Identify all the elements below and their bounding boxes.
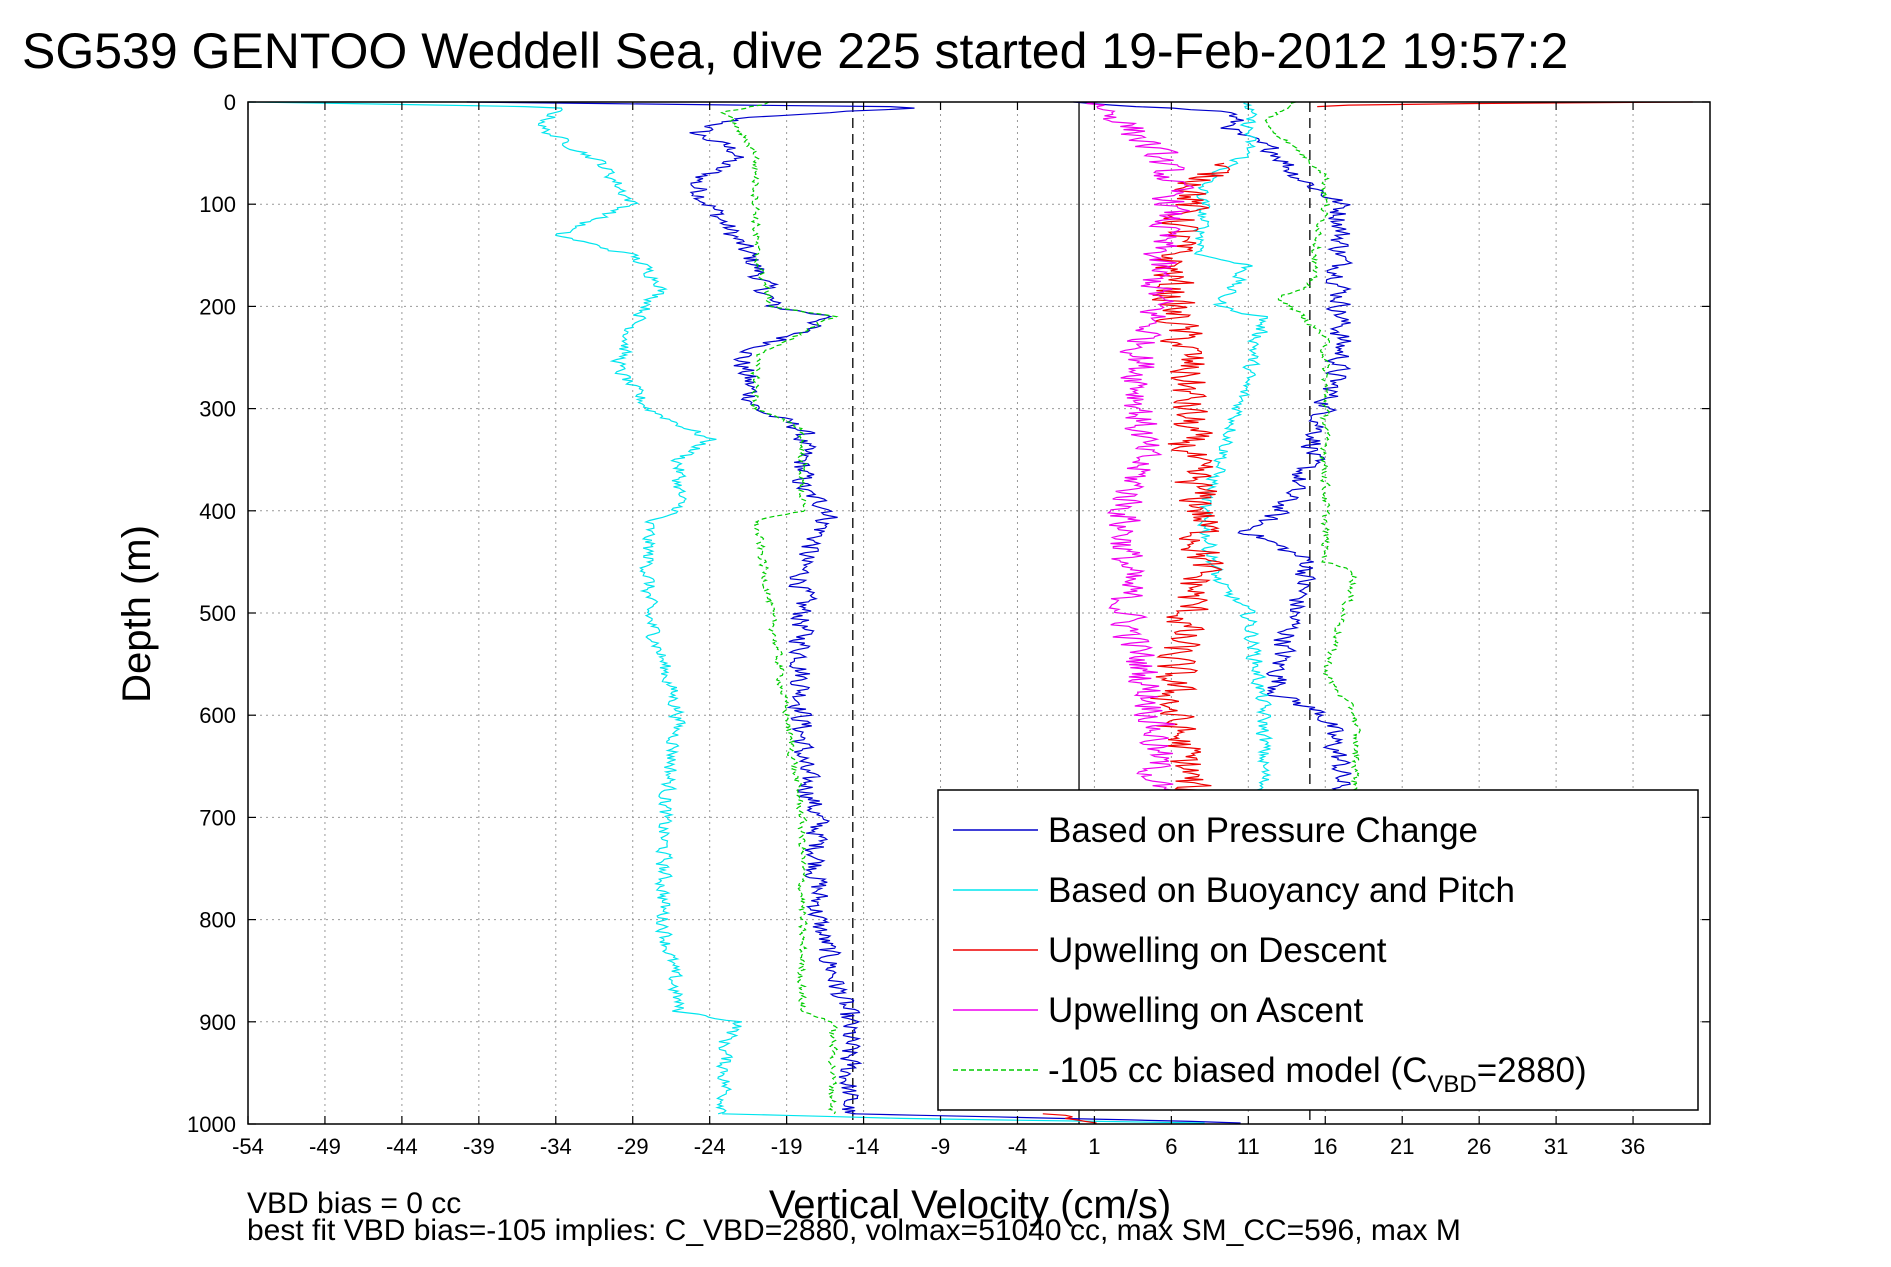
y-tick-label: 800: [199, 908, 236, 933]
series-line-2: [248, 101, 742, 1115]
y-tick-label: 500: [199, 601, 236, 626]
x-tick-label: 36: [1621, 1134, 1645, 1159]
y-tick-label: 400: [199, 499, 236, 524]
series-line-3: [1150, 162, 1231, 797]
y-tick-label: 700: [199, 805, 236, 830]
y-tick-label: 200: [199, 294, 236, 319]
best-fit-note: best fit VBD bias=-105 implies: C_VBD=28…: [247, 1214, 1461, 1247]
y-tick-label: 1000: [187, 1112, 236, 1137]
x-axis-label: Vertical Velocity (cm/s): [769, 1183, 1171, 1227]
x-tick-label: -14: [848, 1134, 880, 1159]
x-tick-label: -44: [386, 1134, 418, 1159]
bias-note: VBD bias = 0 cc: [247, 1187, 461, 1220]
legend-label: Based on Pressure Change: [1048, 811, 1478, 850]
x-tick-label: -34: [540, 1134, 572, 1159]
legend: Based on Pressure Change Based on Buoyanc…: [937, 789, 1699, 1111]
chart-title: SG539 GENTOO Weddell Sea, dive 225 start…: [22, 23, 1568, 79]
legend-subscript: VBD: [1427, 1071, 1476, 1098]
x-tick-label: -49: [309, 1134, 341, 1159]
legend-label: Upwelling on Ascent: [1048, 991, 1363, 1030]
ticks: -54 -49 -44 -39 -34 -29 -24 -19 -14 -9 -4 1 6 11 16 21 2…: [187, 90, 1710, 1159]
x-tick-label: -9: [931, 1134, 951, 1159]
x-tick-label: -19: [771, 1134, 803, 1159]
series-line-2: [1191, 102, 1274, 797]
x-tick-label: 31: [1544, 1134, 1568, 1159]
x-tick-label: -4: [1008, 1134, 1028, 1159]
x-tick-label: 16: [1313, 1134, 1337, 1159]
series-line-1: [1073, 101, 1354, 797]
y-tick-label: 0: [224, 90, 236, 115]
x-tick-label: -24: [694, 1134, 726, 1159]
x-tick-label: 11: [1237, 1134, 1260, 1159]
y-tick-label: 900: [199, 1010, 236, 1035]
x-tick-label: -39: [463, 1134, 495, 1159]
y-tick-label: 100: [199, 192, 236, 217]
series-line-4: [1086, 101, 1195, 797]
legend-label: Based on Buoyancy and Pitch: [1048, 871, 1515, 910]
x-tick-label: 6: [1165, 1134, 1177, 1159]
x-tick-label: 21: [1390, 1134, 1414, 1159]
series-line-2: [722, 1113, 1205, 1124]
x-tick-label: 26: [1467, 1134, 1491, 1159]
series-line-3: [1042, 1113, 1097, 1124]
legend-label: Upwelling on Descent: [1048, 931, 1387, 970]
y-tick-label: 600: [199, 703, 236, 728]
legend-box: [937, 789, 1699, 1111]
series-line-1: [853, 1113, 1241, 1124]
x-tick-label: 1: [1088, 1134, 1100, 1159]
series-line-1: [466, 101, 915, 1115]
legend-suffix: =2880): [1477, 1051, 1587, 1090]
y-axis-label: Depth (m): [115, 525, 159, 703]
series-lines: [248, 101, 1693, 1124]
x-tick-label: -29: [617, 1134, 649, 1159]
y-tick-label: 300: [199, 397, 236, 422]
series-line-5: [720, 101, 839, 1115]
x-tick-label: -54: [232, 1134, 264, 1159]
series-line-5: [1264, 101, 1362, 797]
